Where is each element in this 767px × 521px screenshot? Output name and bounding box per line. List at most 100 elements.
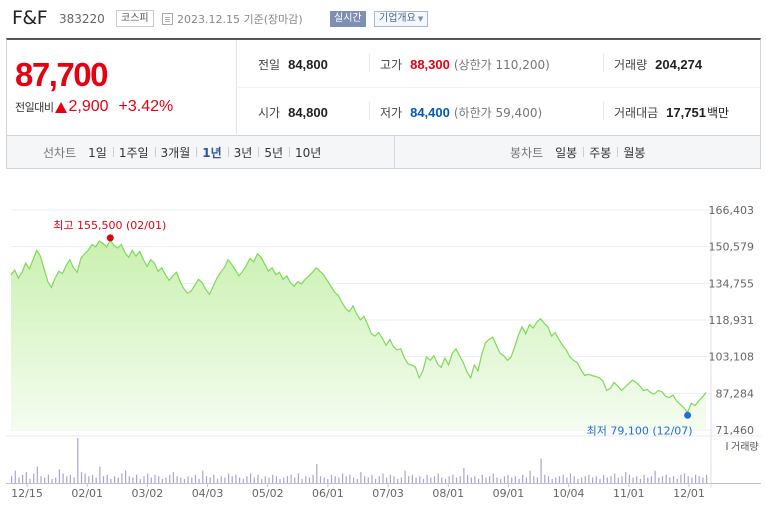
volume-bar [353,477,355,483]
line-period-tab[interactable]: 3개월 [154,144,197,161]
volume-bar [239,477,241,483]
volume-bar [286,476,288,483]
volume-bar [555,477,557,483]
volume-bar [125,470,127,483]
volume-bar [62,473,64,483]
volume-bar [250,473,252,483]
volume-bar [474,476,476,483]
volume-bar [400,477,402,483]
y-tick-label: 118,931 [709,314,755,327]
x-tick-label: 09/01 [493,487,525,498]
volume-bar [698,476,700,483]
volume-bar [224,477,226,483]
volume-bar [467,474,469,483]
volume-bar [386,477,388,483]
line-period-tab[interactable]: 1주일 [112,144,155,161]
volume-legend-label: 거래량 [731,441,759,453]
volume-bar [253,477,255,483]
volume-label: 거래량 [614,58,648,72]
volume-bar [367,477,369,483]
line-period-tab[interactable]: 1일 [88,146,107,160]
volume-bar [47,474,49,483]
volume-bar [169,474,171,483]
price-info-grid: 전일 84,800 고가 88,300 (상한가 110,200) 거래량 20… [238,40,760,136]
line-chart-periods: 선차트 1일 1주일 3개월 1년 3년 5년 10년 [7,136,395,168]
volume-bar [84,473,86,483]
volume-bar [342,473,344,483]
volume-bar [562,474,564,483]
open-price: 시가 84,800 [258,104,328,121]
current-price: 87,700 [15,56,108,93]
volume-bar [102,476,105,483]
candle-chart-tab-group: 봉차트 일봉 주봉 월봉 [510,144,651,161]
volume-bar [51,478,53,483]
volume-bar [437,473,439,483]
volume-bar [492,473,494,483]
volume-bar [73,477,75,483]
low-value: 84,400 [410,105,450,120]
open-value: 84,800 [288,105,328,120]
volume-bar [268,477,270,483]
volume-bar [533,476,535,483]
volume-bar [128,476,130,483]
candle-period-tab[interactable]: 월봉 [617,144,651,161]
low-point-marker [684,411,692,419]
line-period-tab[interactable]: 3년 [227,144,259,161]
volume-bar [261,478,263,483]
prev-close-label: 전일 [258,58,281,72]
volume-bar [503,476,505,483]
volume-bar [606,477,608,483]
volume-bar [544,474,546,483]
volume-bar [650,476,652,483]
volume-bar [485,477,487,483]
x-tick-label: 08/01 [432,487,464,498]
volume-bar [11,476,13,483]
volume-bar [581,477,583,483]
volume-bar [463,468,465,483]
volume-bar [205,476,208,483]
volume-bar [283,477,285,483]
y-tick-label: 87,284 [716,387,755,400]
volume-bar [216,478,219,483]
volume-bar [636,476,638,483]
volume-bar [584,476,586,483]
volume-bar [66,476,68,483]
volume-bar [316,463,318,483]
volume-bar [411,474,413,483]
line-period-tab[interactable]: 5년 [258,144,289,161]
volume-bar [536,477,538,483]
x-tick-label: 05/02 [252,487,284,498]
volume-bar [77,438,79,483]
candle-period-tab[interactable]: 주봉 [583,144,617,161]
candle-period-tab[interactable]: 일봉 [555,146,578,160]
volume-bar [540,458,542,483]
realtime-button[interactable]: 실시간 [330,11,366,27]
company-overview-button[interactable]: 기업개요 ▼ [374,11,429,27]
upper-limit: (상한가 110,200) [453,58,550,72]
chevron-down-icon: ▼ [417,15,424,23]
volume-bar [496,477,498,483]
price-area [11,239,706,430]
line-period-tab[interactable]: 1년 [196,144,227,161]
volume-bar [404,470,406,483]
volume-bar [529,470,531,483]
y-tick-label: 103,108 [709,351,755,364]
line-period-tab[interactable]: 10년 [289,144,327,161]
volume-bar [661,476,664,483]
high-annotation: 최고 155,500 (02/01) [53,219,166,232]
volume-bar [419,476,421,483]
volume-bar [691,477,693,483]
volume-bar [117,477,119,483]
volume-bar [702,477,704,483]
volume-bar [595,476,597,483]
volume-bar [647,477,649,483]
price-change: 전일대비 2,900 +3.42% [15,98,173,116]
volume-bar [514,476,516,483]
volume-bar [231,476,233,483]
high-point-marker [106,234,114,242]
low-label: 저가 [380,106,403,120]
volume-bar [44,477,46,483]
x-tick-label: 12/15 [11,487,43,498]
annotations: 최고 155,500 (02/01) 최저 79,100 (12/07) [53,219,692,437]
volume-bar [478,478,480,483]
